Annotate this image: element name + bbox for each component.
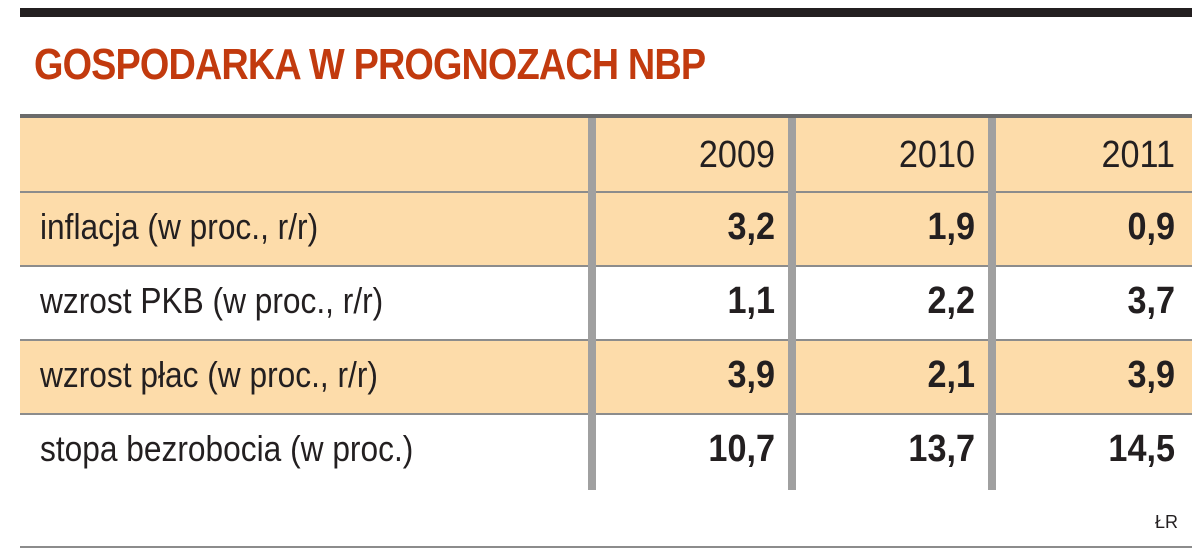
row-label: wzrost płac (w proc., r/r): [40, 354, 378, 395]
row-separator: [20, 191, 1192, 193]
table-value: 13,7: [908, 428, 975, 470]
row-separator: [20, 339, 1192, 341]
table-row: [20, 340, 1192, 414]
bottom-rule: [20, 546, 1192, 548]
row-label: inflacja (w proc., r/r): [40, 206, 319, 247]
row-separator: [20, 265, 1192, 267]
row-separator: [20, 413, 1192, 415]
column-header-year: 2010: [898, 134, 975, 176]
table-value: 14,5: [1108, 428, 1175, 470]
table-value: 0,9: [1127, 206, 1175, 248]
row-label: wzrost PKB (w proc., r/r): [40, 280, 384, 321]
table-value: 1,1: [727, 280, 775, 322]
table-value: 1,9: [927, 206, 975, 248]
table-value: 3,2: [727, 206, 775, 248]
table-value: 3,7: [1127, 280, 1175, 322]
column-header-year: 2011: [1101, 134, 1175, 176]
table-value: 10,7: [708, 428, 775, 470]
top-rule: [20, 8, 1192, 17]
source-credit: ŁR: [1154, 512, 1178, 532]
column-separator: [588, 118, 596, 490]
table-value: 2,2: [927, 280, 975, 322]
table-row: [20, 192, 1192, 266]
table-value: 3,9: [727, 354, 775, 396]
column-header-year: 2009: [698, 134, 775, 176]
column-separator: [988, 118, 996, 490]
table-value: 2,1: [927, 354, 975, 396]
column-separator: [788, 118, 796, 490]
row-label: stopa bezrobocia (w proc.): [40, 428, 414, 469]
chart-title: GOSPODARKA W PROGNOZACH NBP: [34, 40, 706, 89]
header-row: [20, 118, 1192, 192]
table-value: 3,9: [1127, 354, 1175, 396]
header-top-line: [20, 114, 1192, 118]
